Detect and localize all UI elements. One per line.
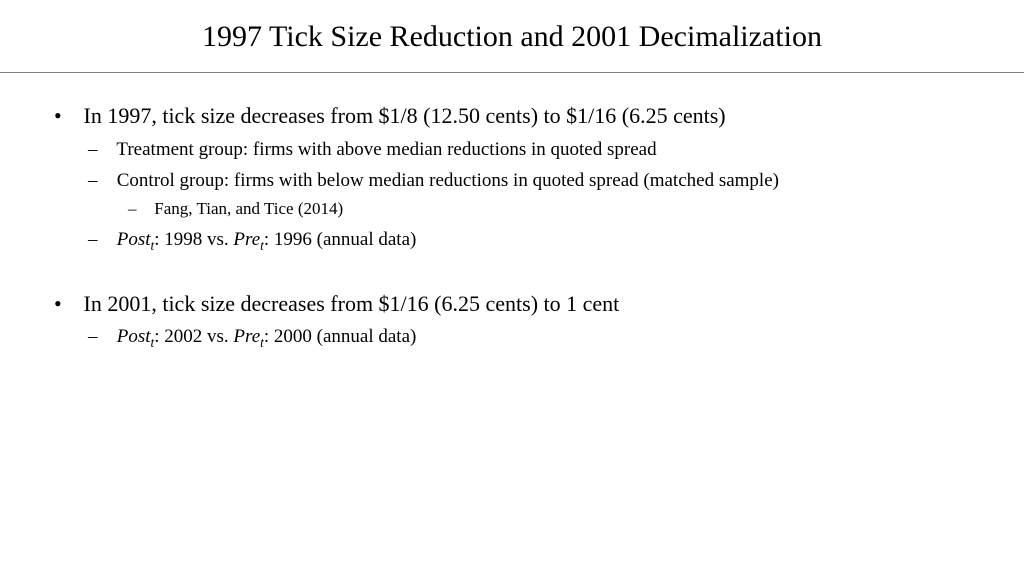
bullet-sublist: Fang, Tian, and Tice (2014) bbox=[112, 198, 964, 221]
bullet-l2: Postt: 1998 vs. Pret: 1996 (annual data) bbox=[112, 227, 964, 255]
math-var: Post bbox=[117, 229, 151, 250]
math-var: Pre bbox=[233, 326, 260, 347]
slide: 1997 Tick Size Reduction and 2001 Decima… bbox=[0, 0, 1024, 576]
bullet-l1: In 1997, tick size decreases from $1/8 (… bbox=[78, 101, 964, 255]
bullet-text: : 2000 (annual data) bbox=[264, 326, 416, 347]
bullet-text: Control group: firms with below median r… bbox=[117, 170, 779, 191]
bullet-text: Fang, Tian, and Tice (2014) bbox=[154, 199, 343, 218]
bullet-text: In 2001, tick size decreases from $1/16 … bbox=[84, 291, 620, 316]
bullet-sublist: Postt: 2002 vs. Pret: 2000 (annual data) bbox=[78, 324, 964, 352]
math-var: Post bbox=[117, 326, 151, 347]
bullet-l2: Treatment group: firms with above median… bbox=[112, 137, 964, 163]
bullet-l2: Postt: 2002 vs. Pret: 2000 (annual data) bbox=[112, 324, 964, 352]
bullet-sublist: Treatment group: firms with above median… bbox=[78, 137, 964, 255]
math-var: Pre bbox=[233, 229, 260, 250]
bullet-l1: In 2001, tick size decreases from $1/16 … bbox=[78, 289, 964, 352]
bullet-text: Treatment group: firms with above median… bbox=[116, 139, 656, 160]
bullet-text: : 2002 vs. bbox=[154, 326, 233, 347]
bullet-text: In 1997, tick size decreases from $1/8 (… bbox=[84, 103, 726, 128]
bullet-list: In 1997, tick size decreases from $1/8 (… bbox=[60, 101, 964, 352]
bullet-l2: Control group: firms with below median r… bbox=[112, 168, 964, 221]
bullet-text: : 1996 (annual data) bbox=[264, 229, 416, 250]
title-divider bbox=[0, 72, 1024, 73]
bullet-l3: Fang, Tian, and Tice (2014) bbox=[150, 198, 964, 221]
bullet-text: : 1998 vs. bbox=[154, 229, 233, 250]
slide-title: 1997 Tick Size Reduction and 2001 Decima… bbox=[60, 20, 964, 72]
